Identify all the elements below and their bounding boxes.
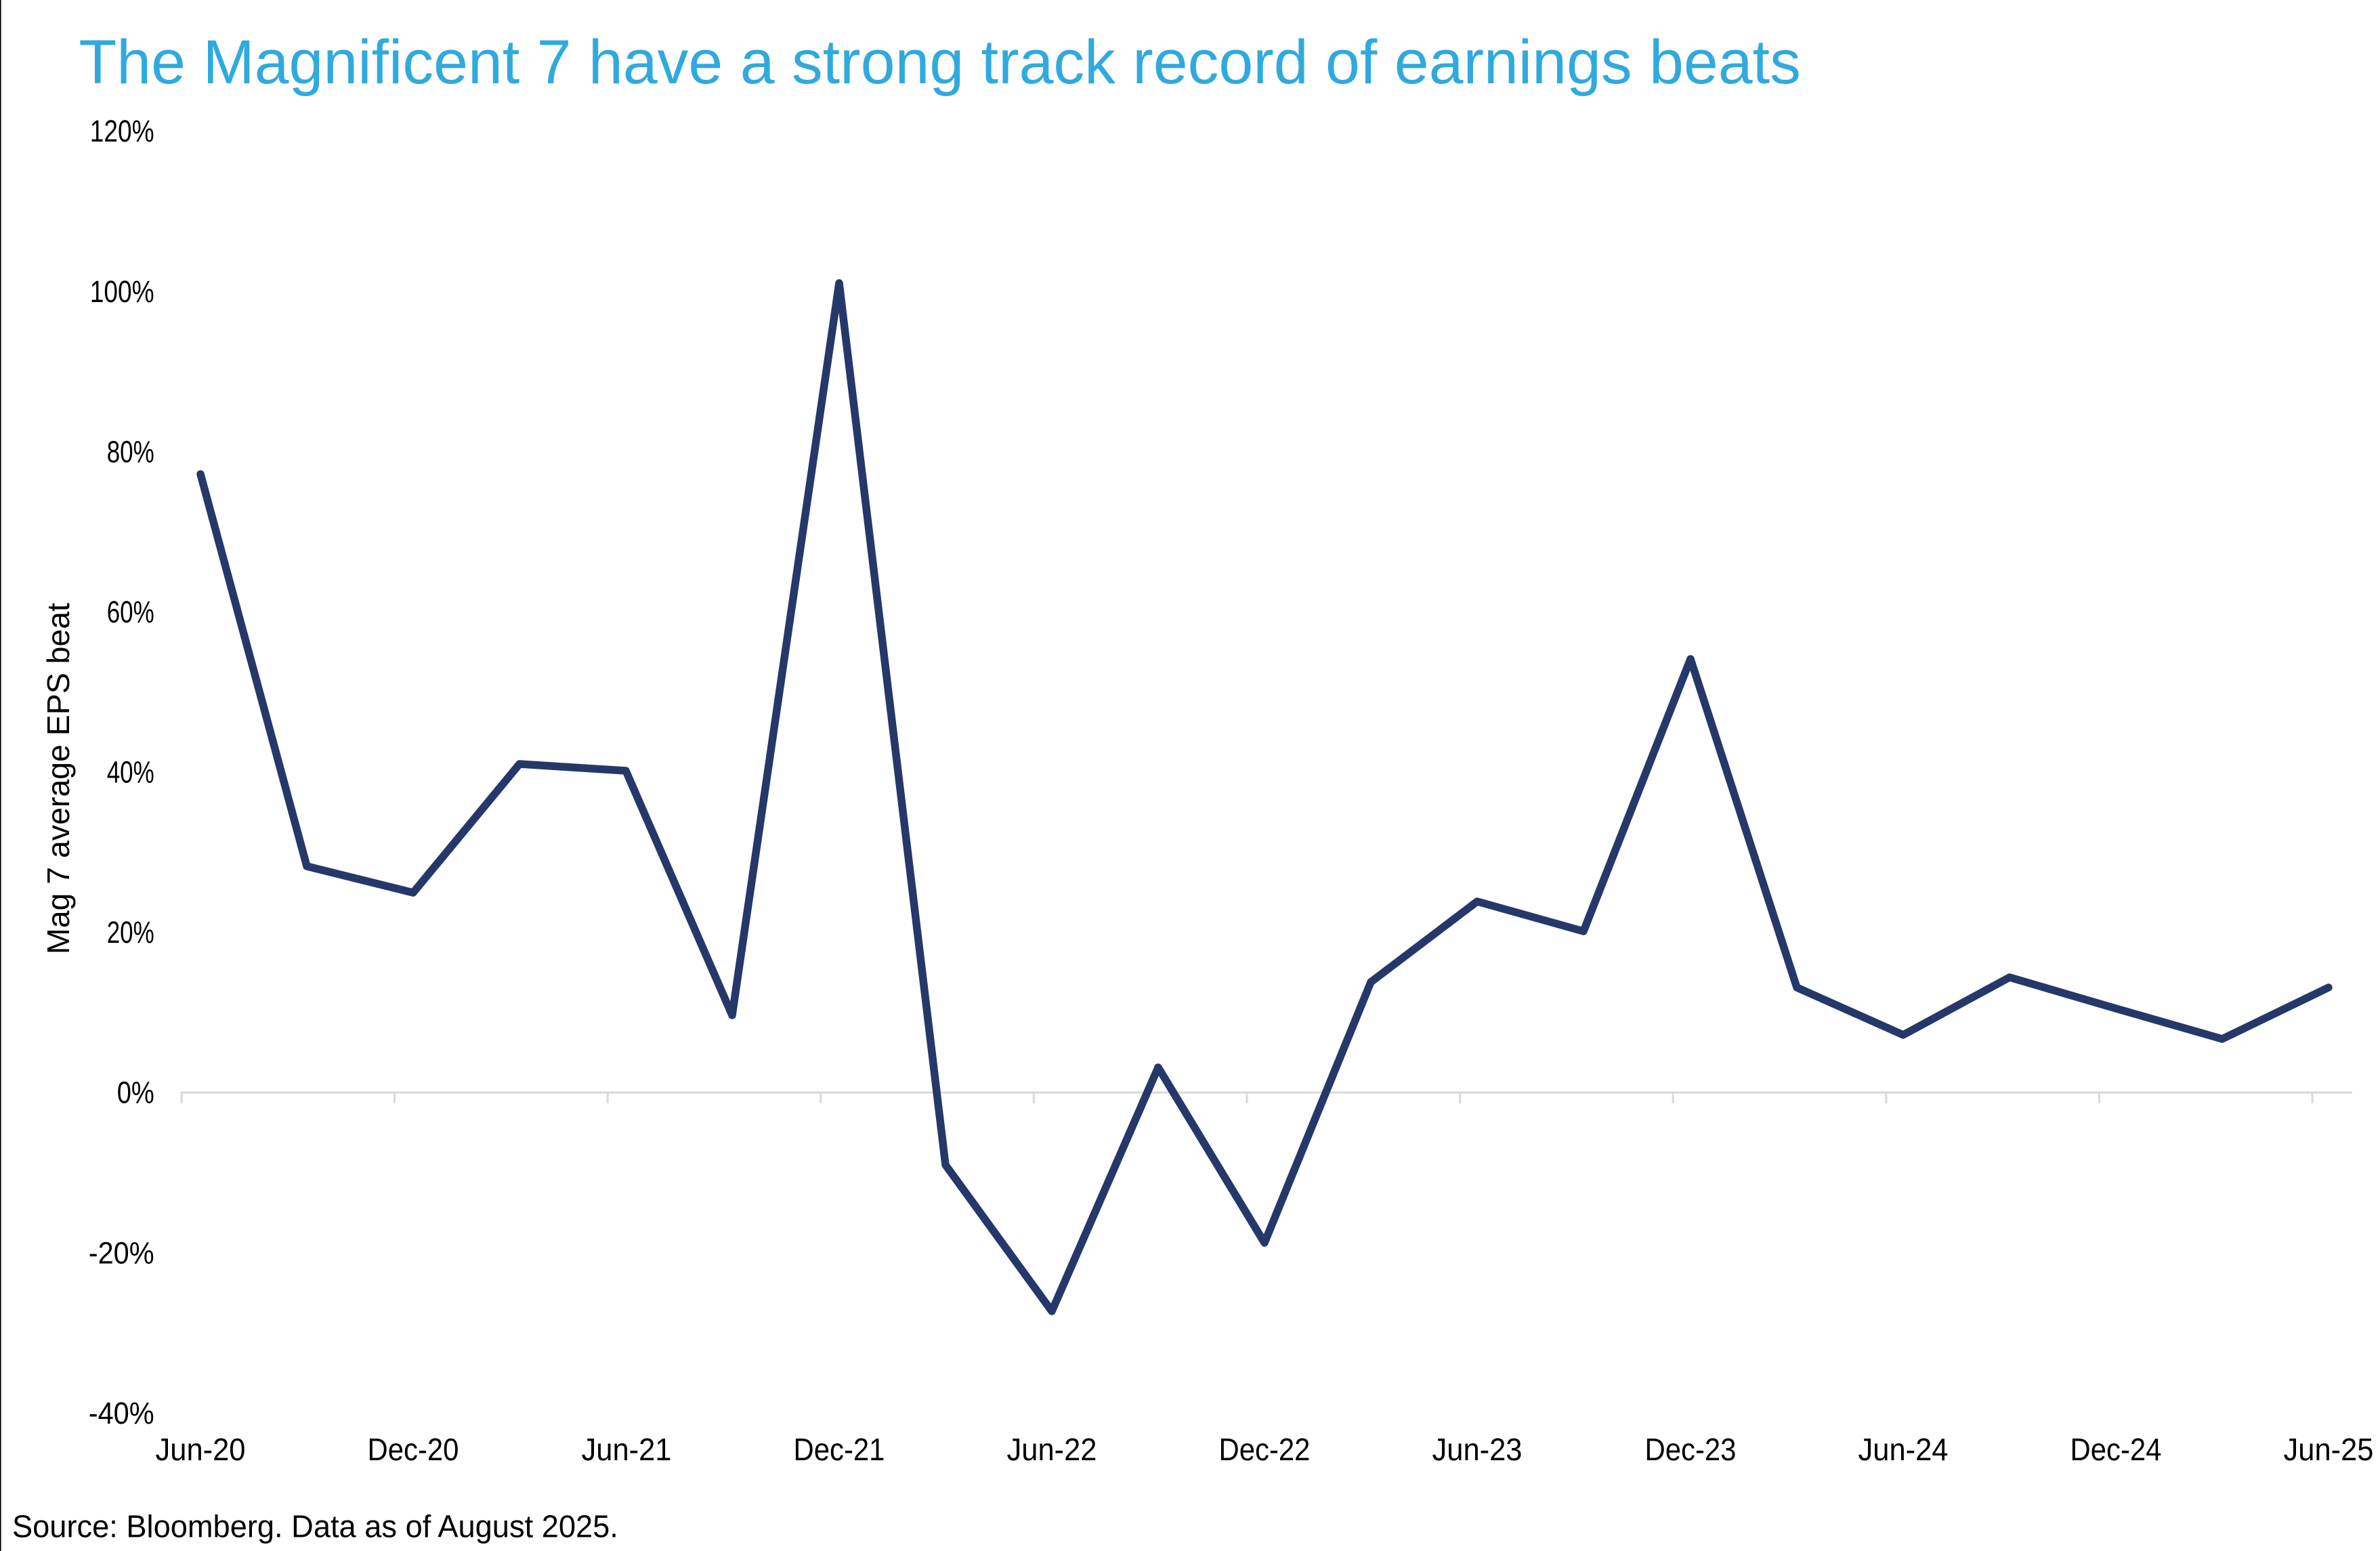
- svg-text:120%: 120%: [90, 114, 154, 148]
- svg-text:Jun-25: Jun-25: [2284, 1432, 2374, 1467]
- svg-text:Dec-24: Dec-24: [2070, 1432, 2162, 1467]
- svg-text:40%: 40%: [107, 755, 154, 789]
- svg-text:Dec-21: Dec-21: [794, 1432, 885, 1467]
- svg-text:80%: 80%: [107, 435, 154, 469]
- svg-text:Jun-21: Jun-21: [582, 1432, 672, 1467]
- svg-text:-40%: -40%: [89, 1397, 154, 1430]
- svg-text:The Magnificent 7 have a stron: The Magnificent 7 have a strong track re…: [79, 28, 1800, 97]
- svg-text:20%: 20%: [107, 916, 154, 950]
- svg-text:Jun-23: Jun-23: [1432, 1432, 1523, 1467]
- svg-text:60%: 60%: [107, 595, 154, 629]
- svg-text:0%: 0%: [117, 1076, 154, 1110]
- svg-text:Mag 7 average EPS beat: Mag 7 average EPS beat: [41, 603, 76, 954]
- svg-text:100%: 100%: [90, 274, 154, 308]
- svg-text:Dec-22: Dec-22: [1219, 1432, 1311, 1467]
- svg-text:Jun-24: Jun-24: [1858, 1432, 1949, 1467]
- svg-text:-20%: -20%: [89, 1237, 154, 1271]
- svg-text:Jun-20: Jun-20: [156, 1432, 246, 1467]
- svg-text:Dec-23: Dec-23: [1645, 1432, 1737, 1467]
- svg-text:Jun-22: Jun-22: [1007, 1432, 1097, 1467]
- svg-text:Source: Bloomberg. Data as of: Source: Bloomberg. Data as of August 202…: [12, 1509, 618, 1544]
- svg-text:Dec-20: Dec-20: [368, 1432, 459, 1467]
